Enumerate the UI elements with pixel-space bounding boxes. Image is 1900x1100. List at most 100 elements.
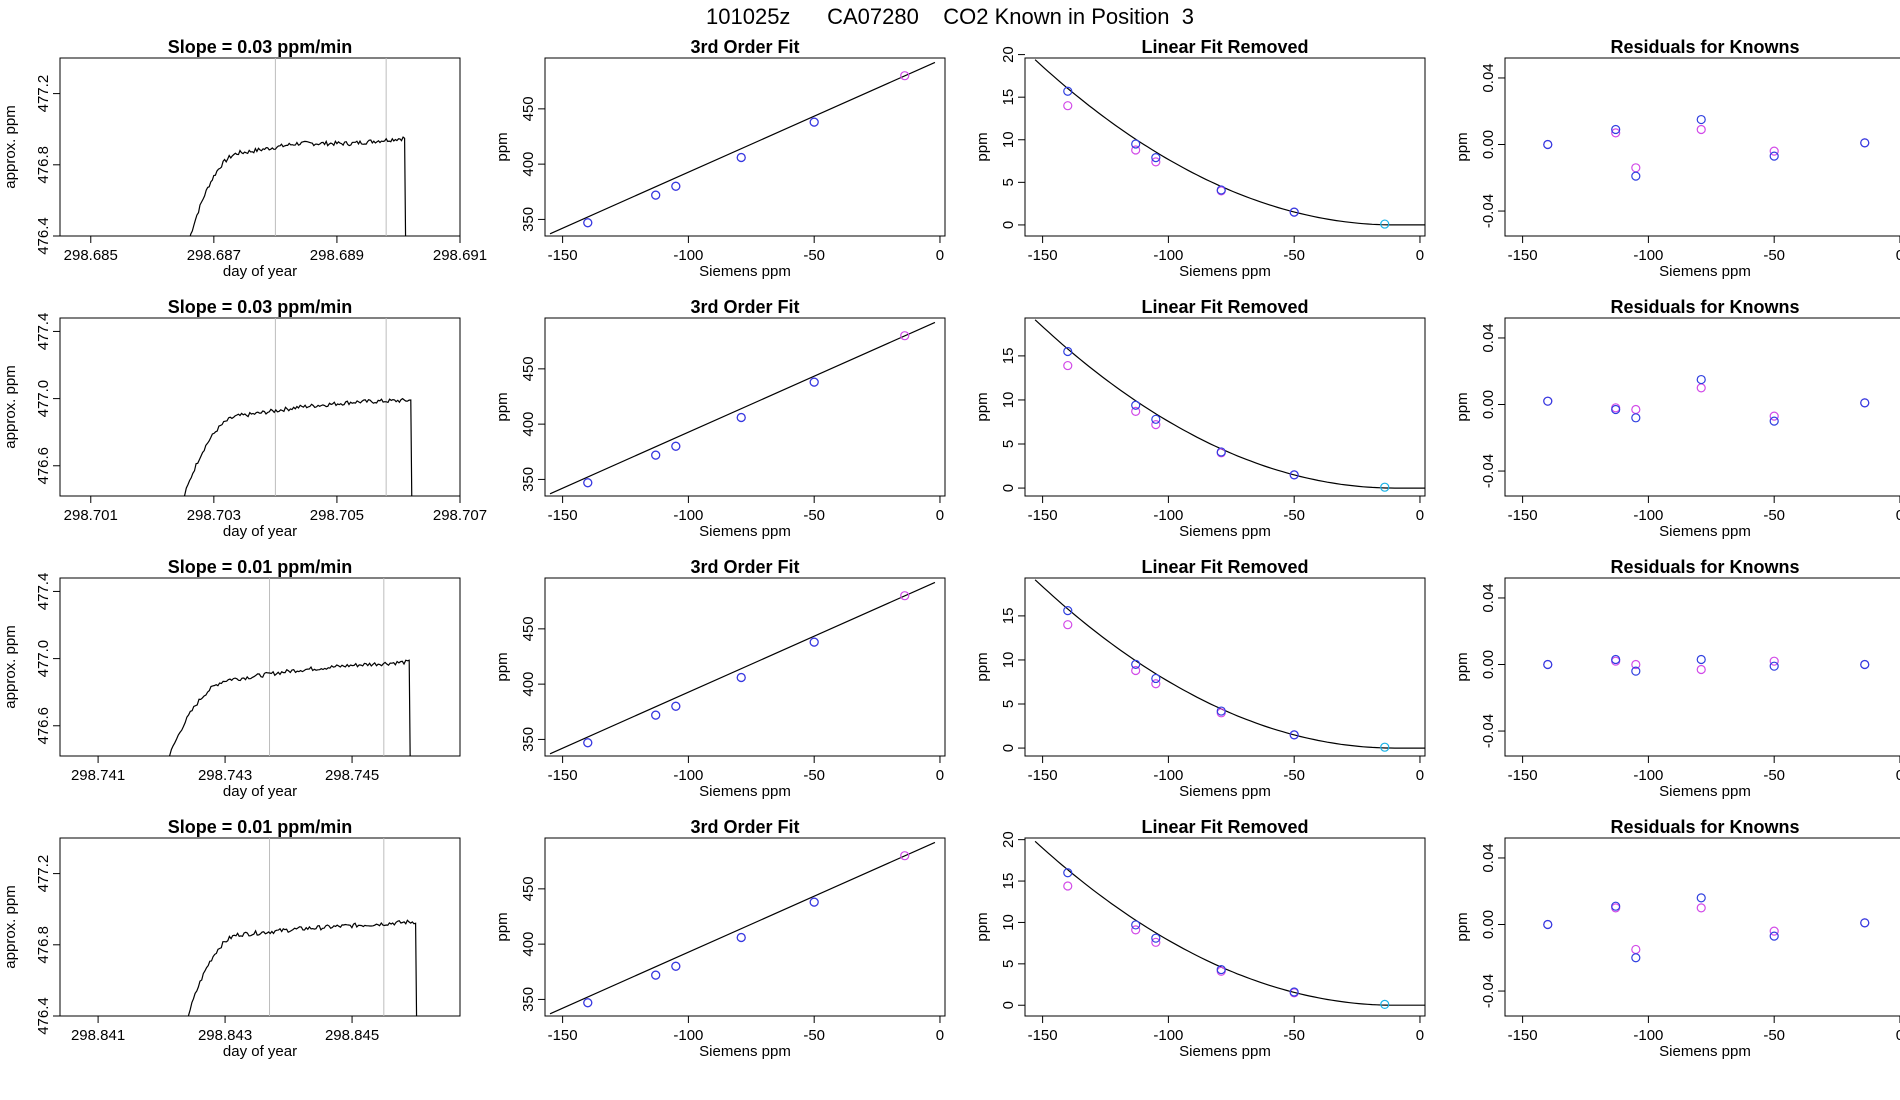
y-tick-label: 476.8 (35, 926, 52, 964)
x-tick-label: -100 (1153, 507, 1183, 524)
data-point-magenta (1696, 124, 1706, 135)
x-tick-label: 298.741 (71, 767, 125, 784)
y-tick-label: 400 (520, 152, 537, 177)
data-point-magenta (1151, 157, 1161, 167)
data-point-magenta (1063, 360, 1073, 371)
chart-title: Residuals for Knowns (1610, 557, 1799, 577)
chart-title: Slope = 0.01 ppm/min (168, 817, 353, 837)
plot-frame (59, 837, 461, 1017)
y-tick-label: 400 (520, 932, 537, 957)
data-point-blue (583, 738, 593, 748)
data-point-blue (1631, 171, 1641, 181)
x-tick-label: 298.705 (310, 507, 364, 524)
data-point-blue (1631, 413, 1641, 423)
x-tick-label: 0 (936, 1027, 944, 1044)
x-tick-label: -50 (1763, 247, 1785, 264)
x-tick-label: -150 (1028, 767, 1058, 784)
y-axis-label: ppm (494, 392, 511, 421)
chart-panel-r4-c3: Linear Fit Removed -150 -100 -50 0 Siemens pp… (974, 817, 1426, 1060)
data-point-magenta (1131, 665, 1141, 676)
y-tick-label: 476.8 (35, 146, 52, 184)
data-point-blue (583, 998, 593, 1008)
y-axis-label: ppm (494, 912, 511, 941)
data-point-blue (1543, 139, 1553, 150)
x-tick-label: 0 (1896, 767, 1900, 784)
chart-panel-r2-c1: Slope = 0.03 ppm/min 298.701 298.703 298.70… (2, 297, 487, 540)
chart-panel-r2-c3: Linear Fit Removed -150 -100 -50 0 Siemens pp… (974, 297, 1426, 540)
chart-title: Residuals for Knowns (1610, 817, 1799, 837)
x-axis-label: Siemens ppm (699, 783, 791, 800)
data-point-magenta (1631, 944, 1641, 955)
data-point-magenta (1631, 163, 1641, 173)
chart-title: Residuals for Knowns (1610, 297, 1799, 317)
data-point-blue (1131, 400, 1141, 410)
fit-curve (1034, 840, 1425, 1006)
y-tick-label: 20 (1000, 46, 1017, 63)
chart-title: 3rd Order Fit (690, 37, 799, 57)
data-point-blue (809, 637, 819, 647)
plot-area (549, 581, 936, 755)
x-tick-label: -150 (1028, 507, 1058, 524)
data-point-blue (736, 412, 746, 423)
x-axis-label: day of year (223, 263, 297, 280)
chart-title: Linear Fit Removed (1141, 557, 1308, 577)
x-tick-label: -150 (548, 507, 578, 524)
x-tick-label: -50 (803, 1027, 825, 1044)
y-axis-label: approx. ppm (2, 885, 19, 968)
y-tick-label: 0.00 (1480, 910, 1497, 939)
x-tick-label: 298.843 (198, 1027, 252, 1044)
data-point-blue (651, 190, 661, 200)
y-axis-label: ppm (1454, 132, 1471, 161)
x-tick-label: 298.701 (64, 507, 118, 524)
x-tick-label: -100 (673, 507, 703, 524)
x-tick-label: -150 (1028, 1027, 1058, 1044)
x-axis-label: day of year (223, 783, 297, 800)
chart-title: 3rd Order Fit (690, 297, 799, 317)
fit-curve (1034, 59, 1425, 226)
data-point-cyan (1380, 999, 1390, 1010)
chart-panel-r1-c2: 3rd Order Fit -150 -100 -50 0 Siemens ppm 350 4… (494, 37, 946, 280)
y-tick-label: 5 (1000, 178, 1017, 186)
x-tick-label: -100 (1633, 1027, 1663, 1044)
chart-panel-r3-c2: 3rd Order Fit -150 -100 -50 0 Siemens ppm 350 4… (494, 557, 946, 800)
y-tick-label: 0.04 (1480, 63, 1497, 92)
data-point-blue (1696, 893, 1706, 903)
y-tick-label: 400 (520, 672, 537, 697)
data-point-magenta (900, 331, 910, 341)
plot-area (1034, 59, 1425, 229)
data-point-blue (1769, 661, 1779, 671)
data-point-blue (1611, 901, 1621, 911)
y-tick-label: 476.6 (35, 707, 52, 745)
plot-frame (544, 577, 946, 757)
y-tick-label: 10 (1000, 392, 1017, 409)
data-point-blue (1769, 151, 1779, 161)
x-axis-label: day of year (223, 523, 297, 540)
data-point-blue (1860, 398, 1870, 408)
series-line (189, 136, 407, 236)
data-point-blue (1151, 933, 1161, 943)
y-axis-label: ppm (974, 132, 991, 161)
plot-area (549, 841, 936, 1015)
y-tick-label: 0 (1000, 744, 1017, 752)
plot-area (1034, 319, 1425, 492)
data-point-blue (1611, 124, 1621, 135)
data-point-magenta (1696, 664, 1706, 675)
data-point-blue (736, 932, 746, 943)
y-tick-label: 350 (520, 467, 537, 492)
y-tick-label: 477.0 (35, 640, 52, 678)
data-point-blue (651, 970, 661, 980)
plot-frame (1504, 577, 1900, 757)
x-axis-label: Siemens ppm (699, 1043, 791, 1060)
chart-title: Linear Fit Removed (1141, 817, 1308, 837)
fit-line (549, 321, 936, 495)
x-tick-label: -150 (1508, 507, 1538, 524)
x-tick-label: -50 (1283, 1027, 1305, 1044)
data-point-magenta (1151, 420, 1161, 430)
data-point-blue (1860, 659, 1870, 670)
data-point-blue (1131, 139, 1141, 149)
x-axis-label: Siemens ppm (1659, 263, 1751, 280)
y-tick-label: 10 (1000, 131, 1017, 148)
y-tick-label: -0.04 (1480, 974, 1497, 1008)
plot-area (1543, 654, 1870, 676)
data-point-magenta (900, 71, 910, 81)
